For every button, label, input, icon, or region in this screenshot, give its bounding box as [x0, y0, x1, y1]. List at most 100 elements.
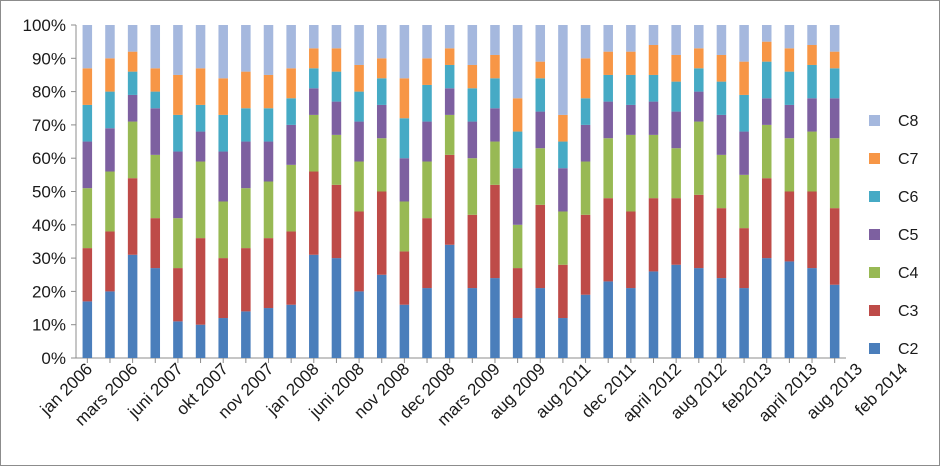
- bar-segment-c3: [784, 191, 795, 262]
- bar-segment-c3: [331, 184, 342, 259]
- bar-segment-c6: [218, 114, 228, 152]
- bar-segment-c5: [807, 98, 817, 132]
- bar-segment-c8: [512, 25, 523, 99]
- bar-segment-c7: [603, 51, 613, 75]
- bar-segment-c3: [354, 211, 364, 292]
- bar-segment-c6: [694, 68, 704, 92]
- bar-segment-c4: [444, 114, 455, 155]
- bar-segment-c2: [444, 244, 455, 358]
- legend-label-c8: C8: [898, 113, 919, 130]
- bar-segment-c4: [422, 161, 432, 219]
- bar-segment-c7: [422, 58, 432, 85]
- legend-swatch-c7: [869, 153, 880, 164]
- legend: C8 C7 C6 C5 C4 C3 C2: [869, 113, 919, 358]
- bar-segment-c6: [535, 78, 546, 112]
- bar-segment-c3: [512, 268, 523, 319]
- bar-segment-c7: [150, 68, 161, 92]
- bar-segment-c8: [218, 25, 228, 79]
- bar-segment-c2: [263, 308, 274, 358]
- bar-segment-c4: [512, 224, 523, 269]
- bar-segment-c7: [105, 58, 115, 92]
- bar-segment-c2: [694, 268, 704, 358]
- bar-segment-c4: [331, 134, 342, 185]
- bar-segment-c5: [105, 128, 115, 172]
- bar-segment-c7: [286, 68, 296, 99]
- bar-segment-c5: [354, 121, 364, 162]
- bar-segment-c5: [467, 121, 478, 159]
- bar-segment-c5: [535, 111, 546, 149]
- bar-segment-c7: [467, 64, 478, 89]
- bar-segment-c4: [399, 201, 410, 252]
- legend-label-c7: C7: [898, 151, 919, 168]
- bar-segment-c5: [716, 114, 727, 155]
- bar-segment-c2: [490, 278, 500, 358]
- bar-segment-c2: [807, 268, 817, 358]
- bar-segment-c5: [648, 101, 659, 135]
- bar-segment-c4: [626, 134, 636, 212]
- bar-segment-c3: [173, 268, 183, 322]
- bar-segment-c4: [829, 138, 840, 209]
- bar-segment-c6: [739, 94, 749, 132]
- bar-segment-c3: [218, 258, 228, 319]
- bar-segment-c6: [263, 108, 274, 142]
- bar-segment-c6: [490, 78, 500, 109]
- bar-segment-c8: [263, 25, 274, 75]
- y-tick-label: 10%: [32, 316, 66, 335]
- bar-segment-c8: [195, 25, 206, 69]
- bar-segment-c8: [467, 25, 478, 65]
- bar-segment-c5: [512, 168, 523, 225]
- bar-segment-c6: [127, 71, 138, 95]
- legend-label-c2: C2: [898, 341, 919, 358]
- bar-segment-c6: [376, 78, 387, 105]
- y-tick-label: 100%: [23, 16, 66, 35]
- bar-segment-c2: [784, 261, 795, 358]
- bar-segment-c4: [286, 164, 296, 232]
- bar-segment-c2: [376, 274, 387, 358]
- bar-segment-c8: [739, 25, 749, 62]
- bar-segment-c8: [331, 25, 342, 49]
- bar-segment-c5: [422, 121, 432, 162]
- bar-segment-c6: [286, 98, 296, 125]
- bar-segment-c8: [716, 25, 727, 55]
- bar-segment-c6: [626, 74, 636, 105]
- bar-segment-c2: [354, 291, 364, 358]
- bar-segment-c6: [331, 71, 342, 102]
- bar-segment-c2: [626, 288, 636, 358]
- bar-segment-c6: [761, 61, 772, 99]
- bar-segment-c6: [241, 108, 251, 142]
- bar-segment-c5: [150, 108, 161, 155]
- bar-segment-c6: [648, 74, 659, 102]
- bar-segment-c6: [671, 81, 681, 112]
- bar-segment-c6: [784, 71, 795, 105]
- bar-segment-c4: [671, 148, 681, 199]
- bar-segment-c5: [127, 94, 138, 122]
- legend-label-c4: C4: [898, 265, 919, 282]
- bar-segment-c5: [399, 158, 410, 202]
- bar-segment-c2: [761, 258, 772, 358]
- bar-segment-c5: [195, 131, 206, 162]
- y-tick-label: 90%: [32, 49, 66, 68]
- bar-segment-c7: [648, 44, 659, 75]
- bar-segment-c6: [807, 64, 817, 99]
- bar-segment-c2: [105, 291, 115, 358]
- bar-segment-c8: [286, 25, 296, 69]
- legend-swatch-c2: [869, 343, 880, 354]
- bar-segment-c3: [648, 198, 659, 272]
- bar-segment-c2: [399, 304, 410, 358]
- bar-segment-c8: [694, 25, 704, 49]
- y-tick-label: 0%: [41, 349, 66, 368]
- bar-segment-c6: [558, 141, 568, 169]
- bar-segment-c8: [376, 25, 387, 59]
- bar-segment-c5: [739, 131, 749, 175]
- bar-segment-c2: [127, 254, 138, 358]
- bar-segment-c2: [173, 321, 183, 358]
- bar-segment-c6: [444, 64, 455, 89]
- bar-segment-c8: [535, 25, 546, 62]
- bar-segment-c8: [241, 25, 251, 72]
- bar-segment-c8: [490, 25, 500, 55]
- bar-segment-c5: [309, 88, 319, 115]
- bar-segment-c6: [399, 118, 410, 159]
- bar-segment-c7: [694, 48, 704, 69]
